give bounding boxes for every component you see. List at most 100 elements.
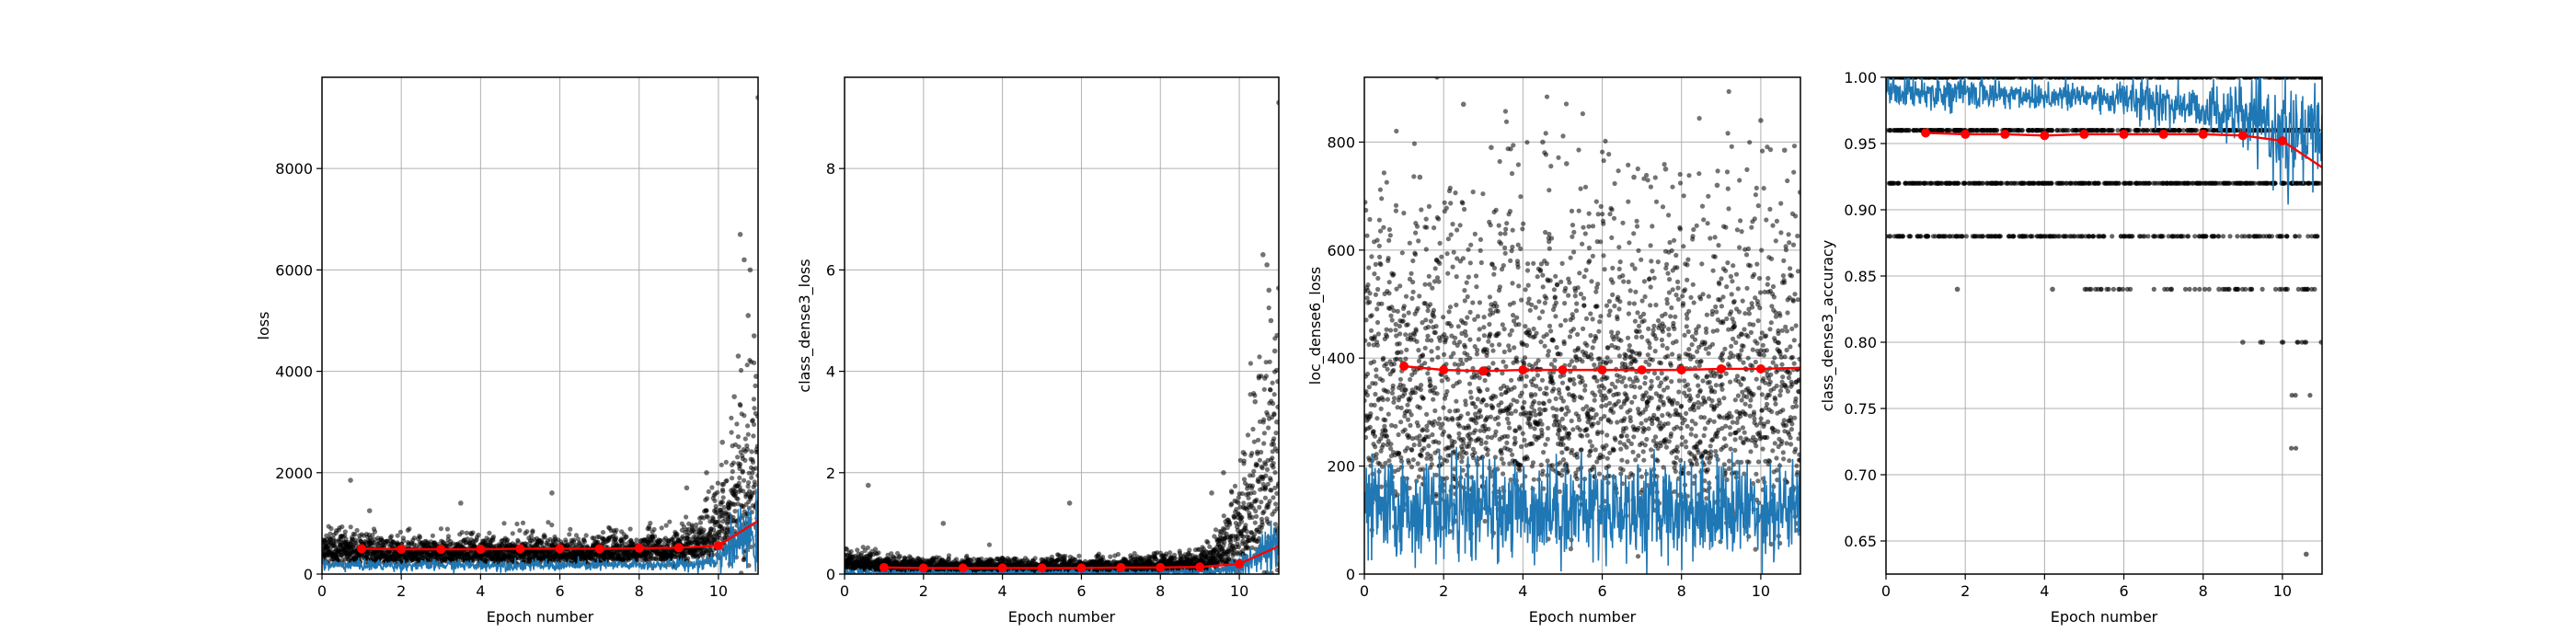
batch-point xyxy=(742,554,748,560)
batch-point xyxy=(571,537,577,543)
batch-scatter-points xyxy=(845,99,1279,574)
batch-series-line xyxy=(322,489,758,574)
batch-point xyxy=(692,530,697,535)
x-axis-label: Epoch number xyxy=(487,608,594,626)
batch-point xyxy=(737,475,742,481)
batch-point xyxy=(438,526,443,532)
batch-point xyxy=(515,539,521,545)
epoch-mean-point xyxy=(555,544,565,554)
batch-point xyxy=(742,413,747,419)
batch-point xyxy=(732,509,738,514)
batch-point xyxy=(634,537,639,543)
batch-point xyxy=(740,468,746,474)
batch-point xyxy=(1207,544,1213,549)
batch-point xyxy=(706,489,711,495)
batch-point xyxy=(701,527,707,533)
batch-point xyxy=(372,529,378,535)
batch-point xyxy=(501,521,507,526)
batch-point xyxy=(464,530,469,536)
epoch-mean-point xyxy=(476,545,486,554)
batch-point xyxy=(397,529,403,535)
batch-point xyxy=(979,556,984,562)
batch-point xyxy=(342,529,348,535)
batch-point xyxy=(744,362,750,368)
batch-point xyxy=(1172,556,1178,561)
batch-point xyxy=(1032,556,1038,561)
batch-point xyxy=(745,423,751,429)
batch-point xyxy=(876,550,881,556)
batch-point xyxy=(684,514,689,520)
batch-point xyxy=(946,553,952,558)
batch-point xyxy=(328,531,333,536)
batch-point xyxy=(744,443,750,449)
epoch-mean-point xyxy=(436,545,446,554)
y-tick-label: 2000 xyxy=(275,465,313,482)
batch-point xyxy=(573,533,580,538)
batch-point xyxy=(476,532,481,538)
batch-point xyxy=(689,523,696,528)
batch-point xyxy=(352,532,358,537)
x-tick-label: 6 xyxy=(555,582,564,600)
batch-point xyxy=(1164,551,1169,557)
batch-point xyxy=(749,475,754,480)
batch-point xyxy=(685,556,691,561)
batch-point xyxy=(652,534,658,539)
batch-point xyxy=(624,534,629,540)
batch-point xyxy=(582,539,588,545)
batch-point xyxy=(395,533,400,538)
batch-point xyxy=(742,436,748,442)
batch-point xyxy=(459,530,465,535)
batch-point xyxy=(723,459,729,465)
batch-point xyxy=(754,443,758,449)
batch-point xyxy=(694,526,699,532)
batch-point xyxy=(730,468,735,475)
batch-point xyxy=(746,480,752,486)
batch-point xyxy=(751,397,757,402)
batch-point xyxy=(663,523,669,528)
batch-point xyxy=(490,534,497,540)
batch-point xyxy=(751,433,756,439)
batch-point xyxy=(1096,551,1102,557)
batch-point xyxy=(388,534,395,539)
batch-point xyxy=(517,528,523,534)
epoch-mean-point xyxy=(357,544,367,554)
x-tick-label: 0 xyxy=(317,582,327,600)
batch-point xyxy=(354,527,360,534)
outlier-point xyxy=(745,313,752,318)
batch-point xyxy=(411,535,417,541)
outlier-point xyxy=(737,232,743,237)
batch-point xyxy=(600,530,606,535)
batch-point xyxy=(1205,540,1211,546)
batch-point xyxy=(845,546,849,552)
outlier-point xyxy=(549,490,555,496)
batch-point xyxy=(401,538,407,544)
batch-point xyxy=(444,526,450,532)
batch-point xyxy=(754,413,758,419)
batch-point xyxy=(514,521,520,527)
batch-point xyxy=(614,527,619,533)
batch-point xyxy=(855,547,860,553)
batch-point xyxy=(622,541,627,546)
batch-point xyxy=(567,532,572,537)
batch-point xyxy=(417,535,423,540)
batch-point xyxy=(736,444,742,450)
batch-point xyxy=(753,482,758,488)
batch-point xyxy=(711,527,717,533)
batch-point xyxy=(709,485,715,490)
batch-point xyxy=(1132,550,1137,557)
batch-point xyxy=(720,489,726,494)
batch-point xyxy=(613,535,619,541)
batch-point xyxy=(715,480,720,486)
outlier-point xyxy=(731,394,737,399)
batch-point xyxy=(716,519,721,524)
batch-point xyxy=(542,535,548,540)
batch-point xyxy=(581,542,586,548)
x-tick-label: 4 xyxy=(476,582,485,600)
batch-point xyxy=(745,431,751,437)
batch-point xyxy=(1222,539,1227,546)
batch-point xyxy=(897,554,903,559)
outlier-point xyxy=(348,477,353,483)
